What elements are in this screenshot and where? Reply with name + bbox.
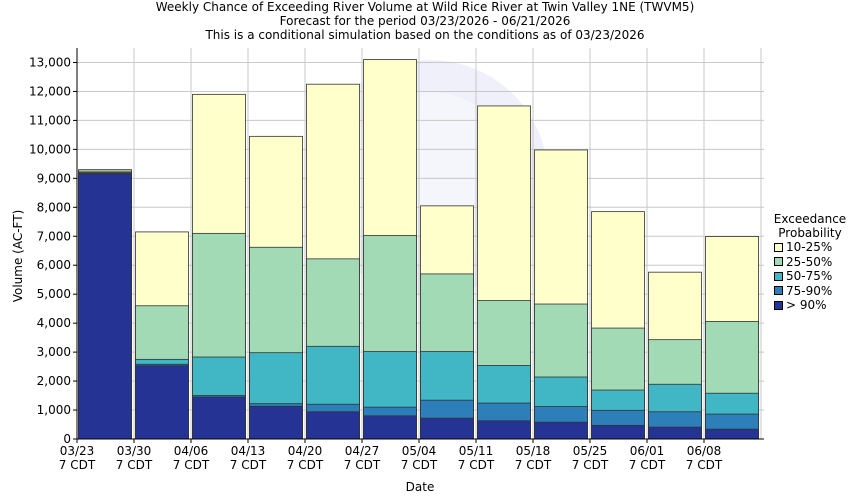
bar-segment <box>306 411 360 440</box>
legend-swatch <box>774 271 783 281</box>
legend-label: 25-50% <box>786 254 833 269</box>
legend-title-line2: Probability <box>778 226 842 240</box>
chart-subtitle-2: This is a conditional simulation based o… <box>205 28 645 42</box>
y-tick-label: 3,000 <box>37 345 71 359</box>
chart-title: Weekly Chance of Exceeding River Volume … <box>155 0 695 14</box>
bar-segment <box>648 426 702 440</box>
y-tick-label: 9,000 <box>37 171 71 185</box>
bar-segment <box>420 417 474 440</box>
x-tick-label-date: 06/01 <box>630 444 665 458</box>
bar-segment <box>534 421 588 440</box>
legend-item: 50-75% <box>774 269 850 284</box>
x-tick-label-time: 7 CDT <box>344 458 381 472</box>
y-axis-ticks: 0 1,000 2,000 3,000 4,000 5,000 6,000 7,000 8,00… <box>29 55 77 446</box>
bar-segment <box>705 428 759 440</box>
legend-item: > 90% <box>774 298 850 313</box>
y-tick-label: 7,000 <box>37 229 71 243</box>
bar-segment <box>249 405 303 440</box>
x-tick-label-date: 05/25 <box>573 444 608 458</box>
legend-swatch <box>774 242 783 252</box>
legend-swatch <box>774 257 783 267</box>
y-tick-label: 4,000 <box>37 316 71 330</box>
legend-label: 10-25% <box>786 240 833 255</box>
x-tick-label-time: 7 CDT <box>287 458 324 472</box>
x-tick-label-time: 7 CDT <box>458 458 495 472</box>
legend-title-line1: Exceedance <box>773 212 847 226</box>
legend-item: 25-50% <box>774 255 850 270</box>
bar-segment <box>78 173 132 440</box>
bar-segment <box>477 420 531 440</box>
x-tick-label-time: 7 CDT <box>572 458 609 472</box>
y-axis-label: Volume (AC-FT) <box>11 209 25 303</box>
y-tick-label: 12,000 <box>29 84 71 98</box>
x-tick-label-time: 7 CDT <box>686 458 723 472</box>
x-tick-label-time: 7 CDT <box>116 458 153 472</box>
chart-bars <box>78 59 759 440</box>
x-tick-label-date: 05/04 <box>402 444 437 458</box>
legend-title: Exceedance Probability <box>770 212 850 240</box>
bar-segment <box>363 415 417 440</box>
x-axis-label: Date <box>405 480 435 494</box>
x-tick-label-date: 05/11 <box>459 444 494 458</box>
legend-item: 10-25% <box>774 240 850 255</box>
x-tick-label-date: 06/08 <box>687 444 722 458</box>
y-tick-label: 6,000 <box>37 258 71 272</box>
x-tick-label-date: 04/20 <box>288 444 323 458</box>
y-tick-label: 2,000 <box>37 374 71 388</box>
legend: Exceedance Probability 10-25% 25-50% 50-75… <box>770 212 850 313</box>
legend-items: 10-25% 25-50% 50-75% 75-90% > 90% <box>770 240 850 313</box>
chart-titles: Weekly Chance of Exceeding River Volume … <box>0 0 850 42</box>
x-tick-label-time: 7 CDT <box>173 458 210 472</box>
y-tick-label: 5,000 <box>37 287 71 301</box>
legend-label: 75-90% <box>786 283 833 298</box>
chart-subtitle: Forecast for the period 03/23/2026 - 06/… <box>279 14 571 28</box>
bar-segment <box>192 396 246 440</box>
y-tick-label: 13,000 <box>29 55 71 69</box>
x-tick-label-date: 04/13 <box>231 444 266 458</box>
x-tick-label-time: 7 CDT <box>230 458 267 472</box>
x-tick-label-date: 04/06 <box>174 444 209 458</box>
x-tick-label-time: 7 CDT <box>59 458 96 472</box>
x-tick-label-time: 7 CDT <box>401 458 438 472</box>
x-tick-label-date: 05/18 <box>516 444 551 458</box>
y-tick-label: 0 <box>63 432 71 446</box>
x-tick-label-time: 7 CDT <box>629 458 666 472</box>
x-tick-label-time: 7 CDT <box>515 458 552 472</box>
legend-label: 50-75% <box>786 269 833 284</box>
bar-segment <box>591 424 645 440</box>
x-tick-label-date: 03/23 <box>60 444 95 458</box>
y-tick-label: 1,000 <box>37 403 71 417</box>
y-tick-label: 10,000 <box>29 142 71 156</box>
legend-label: > 90% <box>786 298 827 313</box>
y-tick-label: 11,000 <box>29 113 71 127</box>
x-tick-label-date: 03/30 <box>117 444 152 458</box>
y-tick-label: 8,000 <box>37 200 71 214</box>
legend-item: 75-90% <box>774 284 850 299</box>
bar-segment <box>135 365 189 440</box>
legend-swatch <box>774 286 783 296</box>
x-tick-label-date: 04/27 <box>345 444 380 458</box>
legend-swatch <box>774 300 783 310</box>
